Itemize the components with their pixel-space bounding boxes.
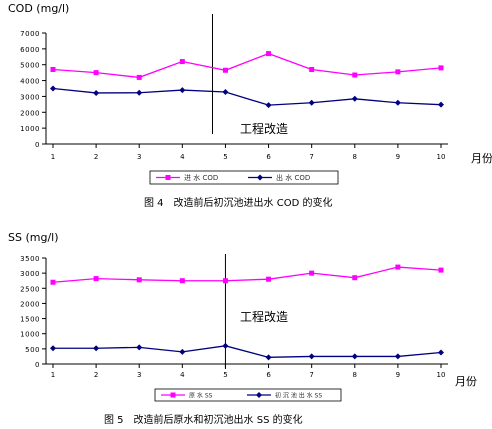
data-point [136, 89, 143, 96]
data-point [265, 102, 272, 109]
y-tick-label: 5000 [20, 62, 40, 70]
data-point [136, 277, 142, 283]
x-tick-label: 1 [51, 371, 55, 379]
y-tick-label: 3000 [20, 93, 40, 101]
data-point [136, 344, 143, 351]
y-tick-label: 1000 [20, 331, 40, 339]
data-point [50, 279, 56, 285]
x-tick-label: 6 [266, 153, 271, 161]
legend-marker [256, 392, 262, 398]
data-point [394, 99, 401, 106]
legend-label: 出 水 COD [276, 173, 310, 182]
legend-marker [165, 175, 171, 180]
y-tick-label: 3500 [20, 255, 40, 263]
x-tick-label: 4 [180, 153, 185, 161]
y-tick-label: 2500 [20, 285, 40, 293]
data-point [93, 276, 99, 282]
x-tick-label: 5 [223, 153, 227, 161]
data-point [352, 275, 358, 281]
legend-label: 进 水 COD [184, 173, 218, 182]
x-tick-label: 6 [266, 371, 271, 379]
x-tick-label: 8 [353, 371, 357, 379]
x-tick-label: 2 [94, 153, 98, 161]
data-point [222, 88, 229, 95]
data-point [308, 353, 315, 360]
data-point [93, 345, 100, 352]
series-line-1 [52, 52, 442, 79]
annotation-label: 工程改造 [240, 309, 288, 324]
y-tick-label: 500 [25, 346, 40, 354]
y-tick-label: 3000 [20, 270, 40, 278]
x-tick-label: 3 [137, 371, 141, 379]
data-point [179, 87, 186, 94]
data-point [438, 267, 444, 273]
data-point [351, 353, 358, 360]
x-tick-label: 9 [396, 371, 400, 379]
x-axis-label: 月份 [455, 375, 477, 388]
figure-caption: 图 4 改造前后初沉池进出水 COD 的变化 [144, 196, 332, 209]
x-tick-label: 9 [396, 153, 400, 161]
data-point [351, 95, 358, 102]
x-tick-label: 3 [137, 153, 141, 161]
legend-marker [257, 174, 263, 181]
annotation-label: 工程改造 [240, 121, 288, 136]
legend-label: 原 水 SS [189, 392, 213, 400]
x-tick-label: 5 [223, 371, 227, 379]
legend-box [149, 170, 339, 185]
y-tick-label: 1500 [20, 316, 40, 324]
series-line-1 [52, 266, 442, 283]
y-tick-label: 6000 [20, 46, 40, 54]
data-point [222, 278, 228, 284]
x-tick-label: 2 [94, 371, 98, 379]
data-point [93, 70, 99, 76]
data-point [308, 99, 315, 106]
data-point [438, 101, 444, 108]
data-point [50, 345, 56, 352]
data-point [222, 67, 228, 73]
data-point [50, 66, 56, 72]
x-tick-label: 4 [180, 371, 185, 379]
x-tick-label: 8 [353, 153, 357, 161]
figure-caption: 图 5 改造前后原水和初沉池出水 SS 的变化 [104, 413, 303, 426]
data-point [50, 85, 56, 92]
x-tick-label: 1 [51, 153, 55, 161]
data-point [93, 89, 100, 96]
data-point [438, 65, 444, 71]
legend-label: 初 沉 池 出 水 SS [275, 392, 322, 400]
series-line-2 [52, 87, 442, 106]
data-point [266, 276, 272, 282]
y-tick-label: 2000 [20, 109, 40, 117]
data-point [266, 51, 272, 57]
y-tick-label: 4000 [20, 78, 40, 86]
data-point [394, 353, 401, 360]
data-point [222, 342, 229, 349]
data-point [309, 66, 315, 72]
y-axis-label: COD (mg/l) [8, 2, 69, 15]
series-line-2 [53, 345, 442, 358]
data-point [179, 59, 185, 65]
y-tick-label: 2000 [20, 300, 40, 308]
x-tick-label: 7 [309, 371, 313, 379]
y-tick-label: 0 [35, 361, 40, 369]
data-point [352, 72, 358, 78]
y-tick-label: 0 [35, 141, 40, 149]
data-point [179, 348, 186, 355]
legend-marker [170, 392, 176, 398]
x-tick-label: 10 [437, 153, 446, 161]
data-point [179, 278, 185, 284]
data-point [136, 74, 142, 80]
data-point [309, 270, 315, 276]
data-point [265, 354, 272, 361]
data-point [438, 349, 444, 356]
x-axis-label: 月份 [471, 152, 492, 165]
y-tick-label: 1000 [20, 125, 40, 133]
x-tick-label: 7 [309, 153, 313, 161]
y-axis-label: SS (mg/l) [8, 231, 59, 244]
y-tick-label: 7000 [20, 30, 40, 38]
data-point [395, 69, 401, 75]
data-point [395, 264, 401, 270]
x-tick-label: 10 [437, 371, 446, 379]
